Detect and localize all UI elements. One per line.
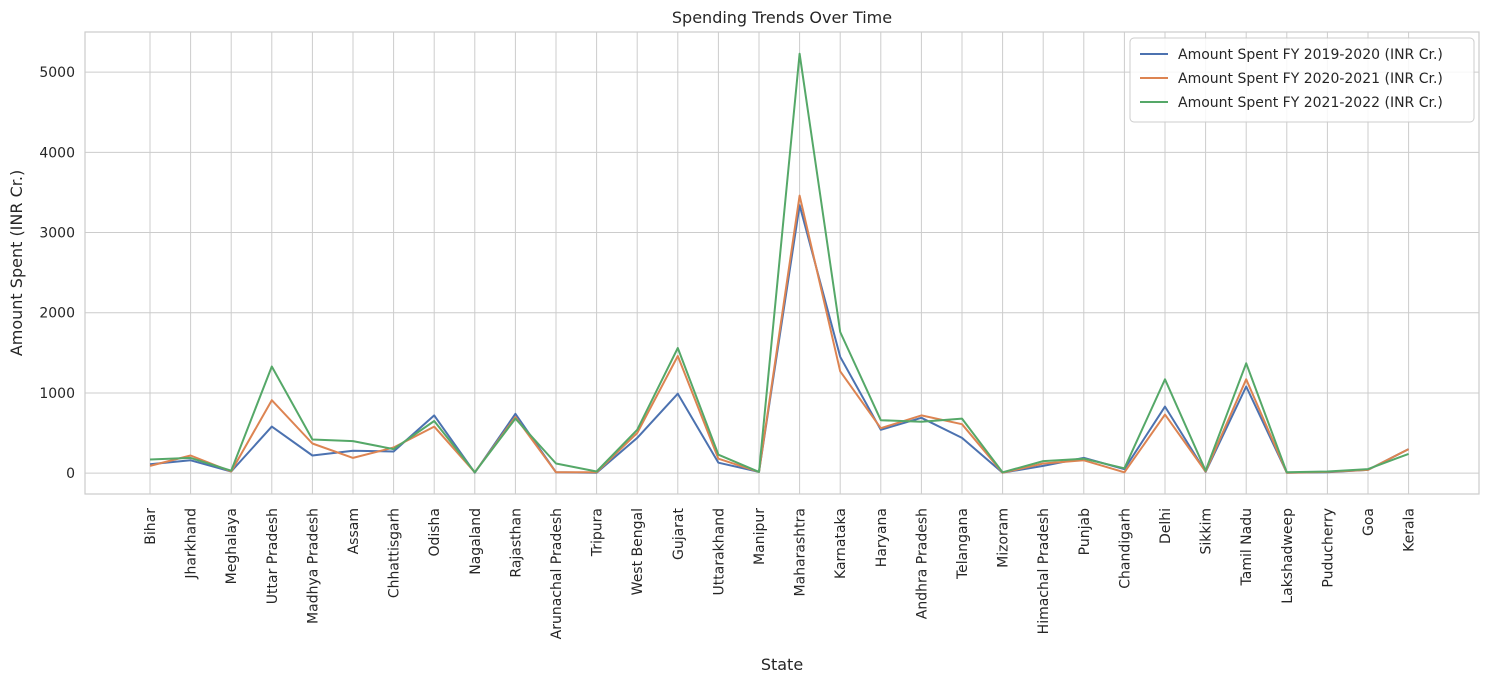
y-tick-label: 2000 <box>39 306 75 322</box>
x-tick-label: Delhi <box>1158 508 1174 544</box>
legend: Amount Spent FY 2019-2020 (INR Cr.) Amoun… <box>1129 37 1475 123</box>
series-line-3 <box>149 52 1409 474</box>
x-tick-label: Lakshadweep <box>1280 508 1296 604</box>
x-tick-label: Kerala <box>1402 508 1418 552</box>
y-tick-label: 0 <box>66 466 75 482</box>
x-tick-label: Chhattisgarh <box>387 508 403 598</box>
x-axis-ticks: Bihar Jharkhand Meghalaya Uttar Pradesh Madh… <box>143 507 1418 639</box>
x-tick-label: Odisha <box>427 508 443 557</box>
x-tick-label: Rajasthan <box>508 508 524 578</box>
y-tick-label: 4000 <box>39 145 75 161</box>
x-tick-label: Manipur <box>752 508 768 565</box>
legend-label: Amount Spent FY 2020-2021 (INR Cr.) <box>1178 71 1443 87</box>
y-tick-label: 1000 <box>39 386 75 402</box>
x-tick-label: Uttarakhand <box>711 508 727 595</box>
x-tick-label: Haryana <box>874 508 890 567</box>
legend-label: Amount Spent FY 2019-2020 (INR Cr.) <box>1178 47 1443 63</box>
y-tick-label: 3000 <box>39 226 75 242</box>
legend-box <box>1129 37 1475 123</box>
x-tick-label: Himachal Pradesh <box>1036 508 1052 634</box>
y-axis-ticks: 0 1000 2000 3000 4000 5000 <box>39 65 75 482</box>
legend-label: Amount Spent FY 2021-2022 (INR Cr.) <box>1178 95 1443 111</box>
x-tick-label: West Bengal <box>630 508 646 595</box>
x-tick-label: Jharkhand <box>184 508 200 580</box>
series-line-2 <box>149 194 1410 474</box>
x-tick-label: Puducherry <box>1320 508 1336 588</box>
x-tick-label: Telangana <box>955 508 971 580</box>
x-tick-label: Uttar Pradesh <box>265 508 281 604</box>
y-axis-title: Amount Spent (INR Cr.) <box>7 170 26 356</box>
x-tick-label: Mizoram <box>996 508 1012 568</box>
x-tick-label: Arunachal Pradesh <box>549 508 565 639</box>
x-tick-label: Chandigarh <box>1117 508 1133 589</box>
x-tick-label: Punjab <box>1077 508 1093 555</box>
series-lines <box>149 52 1410 474</box>
x-axis-title: State <box>761 655 803 674</box>
x-tick-label: Tamil Nadu <box>1239 508 1255 587</box>
x-tick-label: Nagaland <box>468 508 484 575</box>
x-tick-label: Bihar <box>143 508 159 545</box>
x-tick-label: Meghalaya <box>224 508 240 584</box>
x-tick-label: Assam <box>346 508 362 554</box>
y-tick-label: 5000 <box>39 65 75 81</box>
x-tick-label: Goa <box>1361 508 1377 536</box>
plot-area-frame <box>84 31 1480 495</box>
x-tick-label: Tripura <box>590 508 606 557</box>
x-tick-label: Karnataka <box>833 508 849 579</box>
x-tick-label: Gujarat <box>671 507 687 560</box>
x-tick-label: Andhra Pradesh <box>914 508 930 619</box>
chart-title: Spending Trends Over Time <box>672 8 892 27</box>
x-tick-label: Sikkim <box>1199 508 1215 555</box>
x-tick-label: Madhya Pradesh <box>305 508 321 624</box>
x-tick-label: Maharashtra <box>793 508 809 596</box>
